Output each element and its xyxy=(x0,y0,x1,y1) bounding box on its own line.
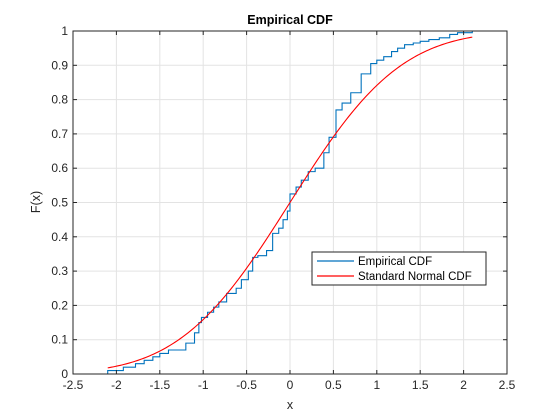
y-tick-label: 1 xyxy=(61,24,68,38)
x-tick-label: -1 xyxy=(198,378,209,392)
series-layer xyxy=(107,31,473,374)
legend-label-empirical-cdf: Empirical CDF xyxy=(358,256,432,268)
tick-layer: -2.5 -2 -1.5 -1 -0.5 0 0.5 1 1.5 2 2.5 0 0.1 0.2 0.3 0.… xyxy=(51,24,515,392)
x-tick-label: 1.5 xyxy=(412,378,429,392)
legend: Empirical CDF Standard Normal CDF xyxy=(311,251,487,286)
x-tick-label: 0.5 xyxy=(325,378,342,392)
x-tick-label: 0 xyxy=(287,378,294,392)
y-tick-label: 0.9 xyxy=(51,58,68,72)
x-tick-label: -1.5 xyxy=(149,378,170,392)
chart-title: Empirical CDF xyxy=(247,13,333,27)
x-tick-label: 2 xyxy=(460,378,467,392)
series-line-standard-normal-cdf xyxy=(107,36,473,369)
y-tick-label: 0 xyxy=(61,367,68,381)
legend-label-standard-normal-cdf: Standard Normal CDF xyxy=(358,271,472,283)
y-tick-label: 0.4 xyxy=(51,230,68,244)
x-tick-label: 2.5 xyxy=(499,378,516,392)
y-tick-label: 0.5 xyxy=(51,196,68,210)
x-tick-label: -0.5 xyxy=(236,378,257,392)
y-tick-label: 0.2 xyxy=(51,298,68,312)
y-tick-label: 0.7 xyxy=(51,127,68,141)
y-tick-label: 0.8 xyxy=(51,93,68,107)
y-tick-label: 0.1 xyxy=(51,333,68,347)
y-axis-label: F(x) xyxy=(29,191,43,213)
y-tick-label: 0.6 xyxy=(51,161,68,175)
legend-box xyxy=(311,251,487,286)
x-axis-label: x xyxy=(287,398,294,412)
x-tick-label: 1 xyxy=(373,378,380,392)
y-tick-label: 0.3 xyxy=(51,264,68,278)
x-tick-label: -2.5 xyxy=(63,378,84,392)
x-tick-label: -2 xyxy=(111,378,122,392)
series-line-empirical-cdf xyxy=(107,31,473,374)
